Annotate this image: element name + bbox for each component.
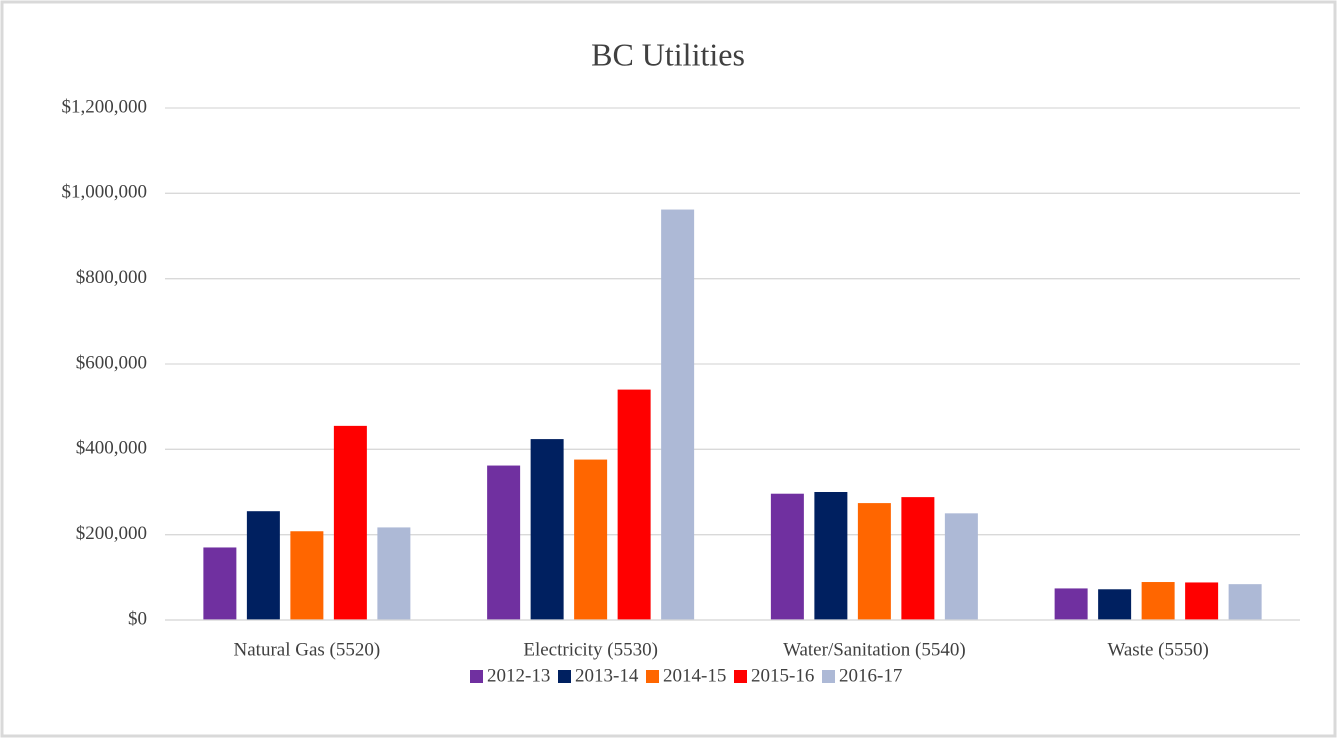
bar [574,459,608,620]
legend-swatch [558,670,571,683]
bar [1054,588,1088,620]
legend-label: 2016-17 [839,665,902,686]
bar [487,465,521,620]
bar [1185,582,1219,620]
bar [290,531,324,620]
bar [377,527,411,620]
y-tick-label: $1,000,000 [62,182,148,203]
x-tick-label: Waste (5550) [1107,639,1208,660]
bar [203,547,237,620]
bar [901,497,935,620]
bar [246,511,280,620]
chart-title: BC Utilities [591,36,745,72]
legend-swatch [470,670,483,683]
y-tick-label: $1,200,000 [62,96,148,117]
y-tick-label: $400,000 [76,438,147,459]
bar [857,503,891,620]
bar [1141,582,1175,620]
legend-label: 2015-16 [751,665,814,686]
bar [1098,589,1132,620]
bar [770,493,804,620]
bar [617,389,651,620]
legend-swatch [646,670,659,683]
legend-swatch [734,670,747,683]
y-tick-label: $800,000 [76,267,147,288]
bar [530,439,564,620]
legend-label: 2014-15 [663,665,726,686]
bar [944,513,978,620]
legend-label: 2013-14 [575,665,639,686]
bar [333,425,367,620]
x-tick-label: Electricity (5530) [523,639,658,660]
bar [1228,584,1262,620]
y-tick-label: $0 [128,608,147,629]
x-tick-label: Natural Gas (5520) [234,639,381,660]
x-tick-label: Water/Sanitation (5540) [783,639,966,660]
y-tick-label: $600,000 [76,352,147,373]
legend-swatch [822,670,835,683]
bar [814,492,848,620]
y-tick-label: $200,000 [76,523,147,544]
bar [661,209,695,620]
legend-label: 2012-13 [487,665,550,686]
